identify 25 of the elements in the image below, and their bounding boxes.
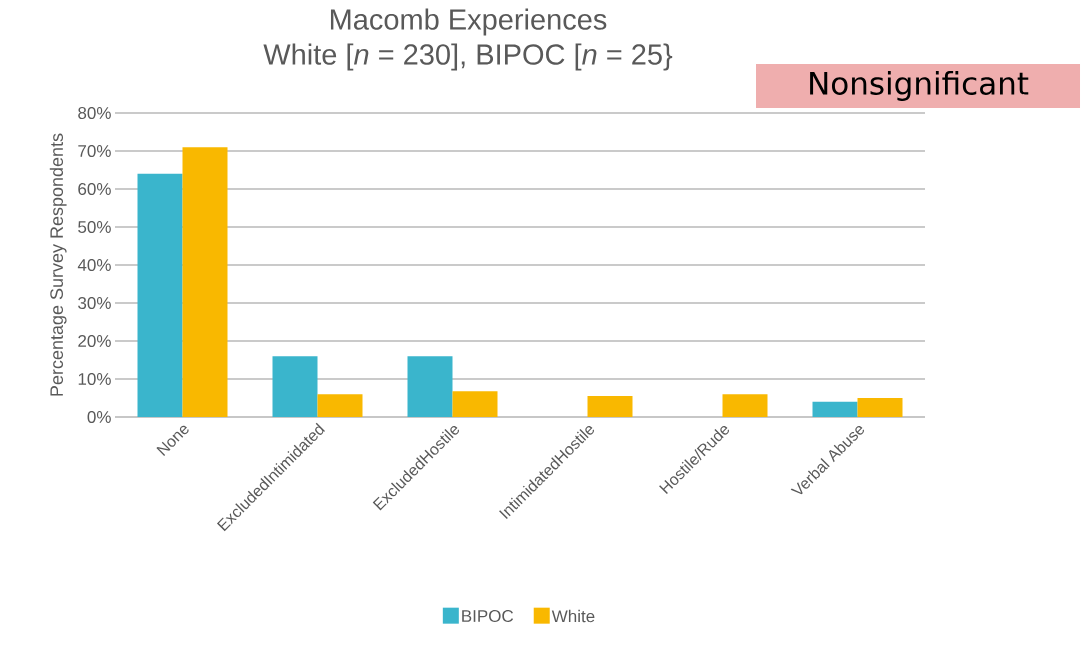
chart-title: Macomb Experiences [330,8,607,36]
chart-subtitle: White [n = 230], BIPOC [n = 25} [263,43,673,71]
bar [452,391,498,417]
y-tick-label: 80% [78,106,111,120]
text: Nonsignificant [810,70,1029,101]
bar [407,356,453,417]
y-tick-label: 50% [78,220,111,234]
y-tick-label: 40% [77,258,111,272]
y-tick-label: 70% [78,144,111,158]
bar [722,394,768,417]
bar [137,173,183,417]
bar [317,394,363,417]
y-tick-label: 20% [78,334,111,348]
legend-label: White [551,609,595,623]
bar [587,396,633,417]
legend-label: BIPOC [462,609,514,623]
bar [857,398,903,417]
y-tick-label: 30% [78,296,111,310]
y-tick-label: 60% [78,182,111,196]
bar [812,401,858,417]
bar [182,147,228,417]
y-axis-title: Percentage Survey Respondents [49,133,67,396]
bar [272,356,318,417]
y-tick-label: 0% [87,410,111,424]
y-tick-label: 10% [78,372,111,386]
